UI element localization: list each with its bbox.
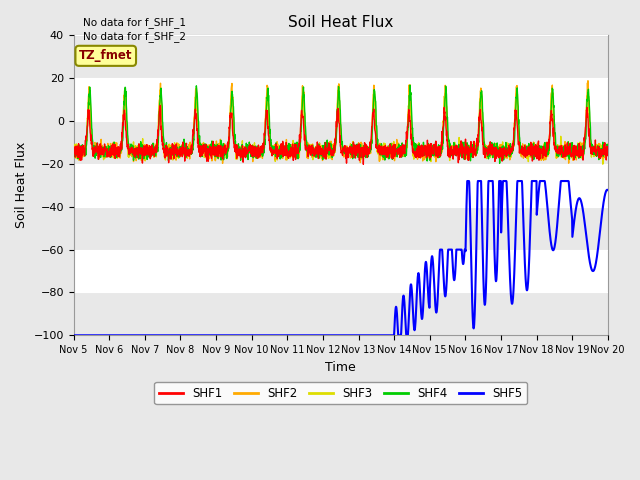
Text: No data for f_SHF_1: No data for f_SHF_1: [83, 17, 186, 28]
Text: TZ_fmet: TZ_fmet: [79, 49, 132, 62]
Bar: [74, 292, 608, 336]
Bar: [74, 207, 608, 250]
Title: Soil Heat Flux: Soil Heat Flux: [288, 15, 394, 30]
Text: No data for f_SHF_2: No data for f_SHF_2: [83, 31, 186, 42]
X-axis label: Time: Time: [325, 360, 356, 373]
Legend: SHF1, SHF2, SHF3, SHF4, SHF5: SHF1, SHF2, SHF3, SHF4, SHF5: [154, 382, 527, 404]
Bar: [74, 36, 608, 78]
Bar: [74, 121, 608, 164]
Y-axis label: Soil Heat Flux: Soil Heat Flux: [15, 142, 28, 228]
